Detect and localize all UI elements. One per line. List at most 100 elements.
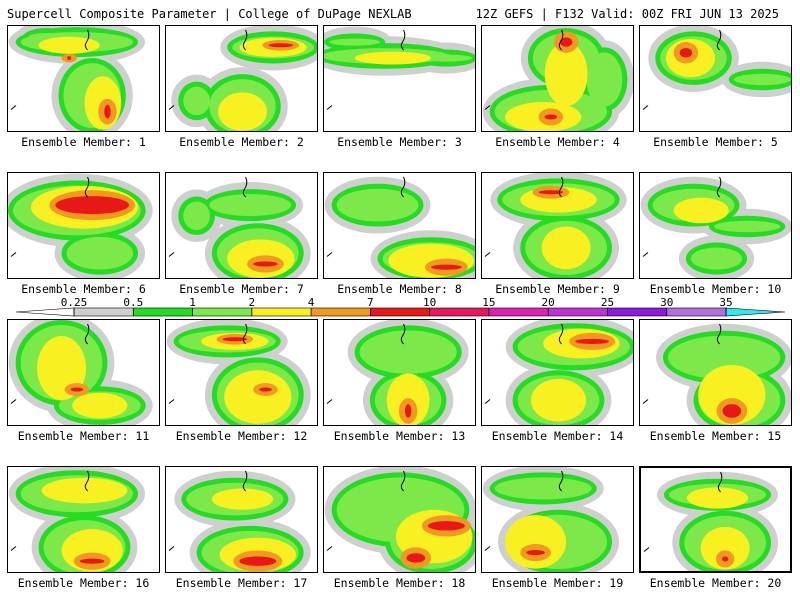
great-lakes-outline xyxy=(400,323,406,345)
great-lakes-outline xyxy=(558,470,564,492)
scp-contour-yellow xyxy=(530,378,587,422)
ensemble-member-panel xyxy=(639,25,792,132)
great-lakes-outline xyxy=(242,470,248,492)
ensemble-member-panel xyxy=(323,25,476,132)
scp-contour-red xyxy=(427,521,465,531)
great-lakes-outline xyxy=(400,29,406,51)
scp-contour-yellow xyxy=(698,364,766,425)
colorbar-swatch xyxy=(74,308,134,316)
scp-contour-light-green xyxy=(667,335,781,380)
scp-contour-red xyxy=(239,556,277,566)
scp-contour-red xyxy=(253,261,278,267)
scp-contour-red xyxy=(67,56,72,61)
scp-contour-yellow xyxy=(544,42,588,107)
scp-map xyxy=(8,320,153,425)
colorbar-tick-label: 0.25 xyxy=(61,296,88,309)
ensemble-member-label: Ensemble Member: 15 xyxy=(649,429,782,443)
great-lakes-outline xyxy=(400,470,406,492)
colorbar-under-triangle xyxy=(15,307,75,317)
colorbar-swatch xyxy=(666,308,726,316)
ensemble-member-panel xyxy=(7,466,160,573)
scp-contour-red xyxy=(268,43,294,48)
scp-contour-red xyxy=(55,196,129,215)
scp-map xyxy=(484,173,627,278)
scp-map xyxy=(482,26,633,131)
ensemble-member-panel xyxy=(7,172,160,279)
scp-map xyxy=(8,26,146,131)
scp-contour-light-green xyxy=(209,194,292,217)
coastline-outline xyxy=(168,252,175,257)
scp-contour-light-green xyxy=(183,201,210,231)
coastline-outline xyxy=(168,399,175,404)
great-lakes-outline xyxy=(84,470,90,492)
colorbar-tick-label: 0.5 xyxy=(123,296,143,309)
scp-contour-red xyxy=(575,338,610,344)
colorbar-swatch xyxy=(192,308,252,316)
scp-map xyxy=(168,26,317,131)
scp-contour-yellow xyxy=(354,51,432,65)
scp-contour-red xyxy=(538,190,564,195)
colorbar-tick-label: 2 xyxy=(249,296,256,309)
great-lakes-outline xyxy=(558,323,564,345)
ensemble-member-panel xyxy=(481,466,634,573)
coastline-outline xyxy=(484,399,491,404)
great-lakes-outline xyxy=(716,323,722,345)
colorbar-swatch xyxy=(488,308,549,316)
coastline-outline xyxy=(326,399,333,404)
ensemble-member-panel xyxy=(7,25,160,132)
ensemble-member-label: Ensemble Member: 12 xyxy=(175,429,308,443)
scp-contour-red xyxy=(406,553,426,563)
scp-map xyxy=(484,320,633,425)
coastline-outline xyxy=(10,252,17,257)
great-lakes-outline xyxy=(242,323,248,345)
scp-map xyxy=(8,173,153,278)
ensemble-member-label: Ensemble Member: 20 xyxy=(649,576,782,590)
ensemble-member-panel xyxy=(323,466,476,573)
colorbar-tick-label: 30 xyxy=(660,296,673,309)
scp-contour-red xyxy=(79,558,105,564)
great-lakes-outline xyxy=(558,176,564,198)
ensemble-member-label: Ensemble Member: 11 xyxy=(17,429,150,443)
great-lakes-outline xyxy=(558,29,564,51)
colorbar-swatch xyxy=(429,308,489,316)
scp-contour-red xyxy=(430,264,462,270)
colorbar-over-triangle xyxy=(725,307,786,317)
scp-contour-yellow xyxy=(41,477,128,504)
ensemble-member-panel xyxy=(165,25,318,132)
ensemble-member-panel xyxy=(165,319,318,426)
scp-map xyxy=(642,323,791,425)
coastline-outline xyxy=(642,252,649,257)
coastline-outline xyxy=(326,105,333,110)
great-lakes-outline xyxy=(716,176,722,198)
colorbar-swatch xyxy=(133,308,193,316)
scp-contour-light-green xyxy=(733,73,791,86)
scp-contour-light-green xyxy=(329,38,381,46)
scp-map xyxy=(640,176,791,278)
scp-map xyxy=(643,471,779,571)
colorbar: 0.25 0.5 1 2 4 7 10 15 20 25 30 35 xyxy=(15,296,786,317)
scp-map xyxy=(8,467,146,572)
scp-contour-light-green xyxy=(359,330,457,374)
scp-contour-red xyxy=(404,404,412,418)
colorbar-tick-label: 7 xyxy=(367,296,374,309)
ensemble-member-label: Ensemble Member: 10 xyxy=(649,282,782,296)
scp-contour-red xyxy=(544,114,558,120)
coastline-outline xyxy=(484,252,491,257)
ensemble-member-panel xyxy=(481,172,634,279)
scp-contour-yellow xyxy=(504,515,567,569)
ensemble-member-label: Ensemble Member: 3 xyxy=(337,135,462,149)
scp-contour-red xyxy=(222,337,248,342)
colorbar-swatch xyxy=(607,308,667,316)
ensemble-member-label: Ensemble Member: 18 xyxy=(333,576,466,590)
coastline-outline xyxy=(326,252,333,257)
great-lakes-outline xyxy=(242,29,248,51)
scp-contour-light-green xyxy=(586,52,623,107)
ensemble-member-label: Ensemble Member: 19 xyxy=(491,576,624,590)
run-valid-time: 12Z GEFS | F132 Valid: 00Z FRI JUN 13 20… xyxy=(475,7,779,21)
ensemble-member-label: Ensemble Member: 5 xyxy=(653,135,778,149)
scp-contour-yellow xyxy=(686,487,749,509)
scp-map xyxy=(482,467,620,572)
great-lakes-outline xyxy=(400,176,406,198)
great-lakes-outline xyxy=(242,176,248,198)
scp-contour-red xyxy=(721,556,729,562)
